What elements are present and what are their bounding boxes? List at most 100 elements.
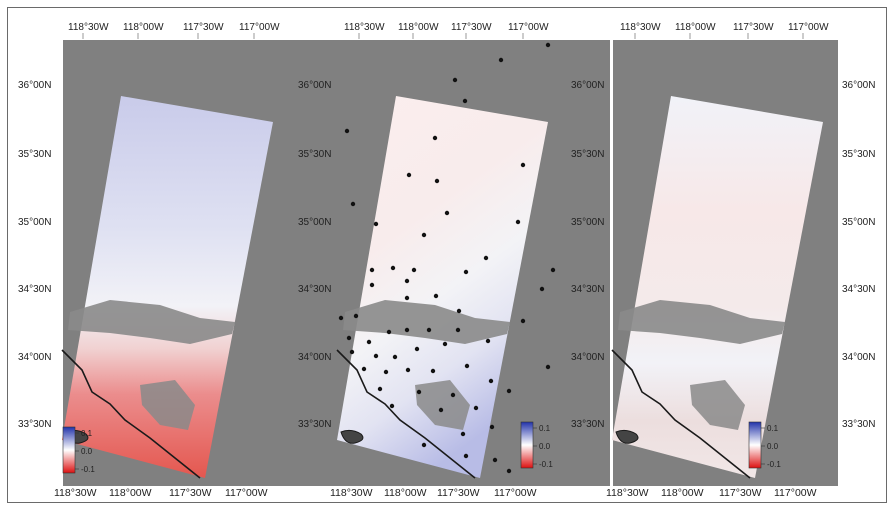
masked-patch bbox=[140, 380, 195, 430]
gps-station-marker bbox=[498, 57, 504, 63]
gps-station-marker bbox=[462, 98, 468, 104]
bottom-lon-label: 118°30W bbox=[606, 487, 649, 499]
colorbar-tick-label: 0.1 bbox=[767, 424, 779, 433]
colorbar-tick-label: 0.0 bbox=[767, 442, 779, 451]
gps-station-marker bbox=[545, 364, 551, 370]
lat-label-right: 36°00N bbox=[842, 80, 875, 91]
gps-station-marker bbox=[520, 162, 526, 168]
gps-station-marker bbox=[464, 363, 470, 369]
gps-station-marker bbox=[377, 386, 383, 392]
top-lon-label: 117°30W bbox=[451, 22, 492, 33]
gps-station-marker bbox=[488, 378, 494, 384]
gps-station-marker bbox=[369, 267, 375, 273]
gps-station-marker bbox=[369, 282, 375, 288]
lat-label-right: 34°30N bbox=[842, 284, 875, 295]
lat-label-left: 34°30N bbox=[18, 284, 51, 295]
lat-label-left: 35°00N bbox=[571, 217, 604, 228]
gps-station-marker bbox=[361, 366, 367, 372]
colorbar: 0.1 0.0 -0.1 bbox=[62, 426, 95, 474]
map-panel-a: 0.1 0.0 -0.1 118°30W 118°00W 117°30W 117°00W 11… bbox=[18, 22, 338, 499]
gps-station-marker bbox=[344, 128, 350, 134]
gps-station-marker bbox=[426, 327, 432, 333]
gps-station-marker bbox=[456, 308, 462, 314]
gps-station-marker bbox=[455, 327, 461, 333]
lat-label-right: 34°00N bbox=[842, 352, 875, 363]
gps-station-marker bbox=[349, 349, 355, 355]
top-lon-label: 117°00W bbox=[788, 22, 829, 33]
lat-label-left: 33°30N bbox=[18, 419, 51, 430]
lat-label-left: 36°00N bbox=[18, 80, 51, 91]
bottom-lon-label: 117°00W bbox=[225, 487, 268, 499]
colorbar-tick-label: -0.1 bbox=[539, 460, 553, 469]
gps-station-marker bbox=[392, 354, 398, 360]
lat-label-left: 34°00N bbox=[18, 352, 51, 363]
lat-label-left: 34°00N bbox=[571, 352, 604, 363]
lat-label-left: 35°00N bbox=[18, 217, 51, 228]
top-lon-label: 118°30W bbox=[620, 22, 661, 33]
gps-station-marker bbox=[404, 295, 410, 301]
insar-swath bbox=[337, 96, 548, 478]
coastline bbox=[336, 349, 476, 479]
colorbar: 0.1 0.0 -0.1 bbox=[748, 421, 781, 469]
gps-station-marker bbox=[483, 255, 489, 261]
colorbar-tick-label: -0.1 bbox=[81, 465, 95, 474]
colorbar-tick-label: 0.0 bbox=[81, 447, 93, 456]
gps-station-marker bbox=[433, 293, 439, 299]
bottom-lon-label: 117°30W bbox=[169, 487, 212, 499]
lat-label-left: 34°30N bbox=[571, 284, 604, 295]
bottom-lon-label: 118°00W bbox=[384, 487, 427, 499]
lat-label-right: 33°30N bbox=[842, 419, 875, 430]
gps-station-marker bbox=[492, 457, 498, 463]
gps-station-marker bbox=[373, 221, 379, 227]
gps-station-marker bbox=[411, 267, 417, 273]
gps-station-marker bbox=[452, 77, 458, 83]
gps-station-marker bbox=[346, 335, 352, 341]
masked-mountain-band bbox=[618, 300, 785, 344]
gps-station-marker bbox=[444, 210, 450, 216]
lat-label-left: 34°30N bbox=[298, 284, 331, 295]
gps-station-marker bbox=[463, 453, 469, 459]
gps-station-marker bbox=[404, 278, 410, 284]
island bbox=[615, 429, 639, 444]
top-lon-label: 117°00W bbox=[239, 22, 280, 33]
gps-station-marker bbox=[463, 269, 469, 275]
lat-label-left: 33°30N bbox=[298, 419, 331, 430]
map-panel-b: 0.1 0.0 -0.1 118°30W 118°00W 117°30W 117°00W 11… bbox=[298, 22, 610, 499]
lat-label-right: 35°00N bbox=[842, 217, 875, 228]
gps-station-marker bbox=[520, 318, 526, 324]
lat-label-left: 36°00N bbox=[298, 80, 331, 91]
lat-label-left: 33°30N bbox=[571, 419, 604, 430]
gps-station-marker bbox=[460, 431, 466, 437]
gps-station-marker bbox=[416, 389, 422, 395]
bottom-lon-label: 117°30W bbox=[719, 487, 762, 499]
gps-station-marker bbox=[366, 339, 372, 345]
gps-station-marker bbox=[539, 286, 545, 292]
lat-label-left: 35°30N bbox=[571, 149, 604, 160]
lat-label-left: 35°00N bbox=[298, 217, 331, 228]
masked-patch bbox=[690, 380, 745, 430]
gps-station-marker bbox=[338, 315, 344, 321]
top-lon-label: 118°00W bbox=[675, 22, 716, 33]
gps-station-marker bbox=[506, 388, 512, 394]
lat-label-left: 36°00N bbox=[571, 80, 604, 91]
masked-mountain-band bbox=[68, 300, 235, 344]
bottom-lon-label: 117°00W bbox=[774, 487, 817, 499]
top-lon-label: 118°00W bbox=[398, 22, 439, 33]
masked-patch bbox=[415, 380, 470, 430]
bottom-lon-label: 118°30W bbox=[330, 487, 373, 499]
gps-station-marker bbox=[485, 338, 491, 344]
colorbar: 0.1 0.0 -0.1 bbox=[520, 421, 553, 469]
gps-station-marker bbox=[432, 135, 438, 141]
gps-station-marker bbox=[404, 327, 410, 333]
gps-station-marker bbox=[414, 346, 420, 352]
colorbar-tick-label: 0.1 bbox=[81, 429, 93, 438]
gps-station-marker bbox=[434, 178, 440, 184]
gps-station-marker bbox=[489, 424, 495, 430]
colorbar-scale bbox=[62, 426, 76, 474]
bottom-lon-label: 117°00W bbox=[494, 487, 537, 499]
gps-station-marker bbox=[390, 265, 396, 271]
map-panel-c: 0.1 0.0 -0.1 118°30W 118°00W 117°30W 117°00W 11… bbox=[571, 22, 875, 499]
gps-station-marker bbox=[442, 341, 448, 347]
